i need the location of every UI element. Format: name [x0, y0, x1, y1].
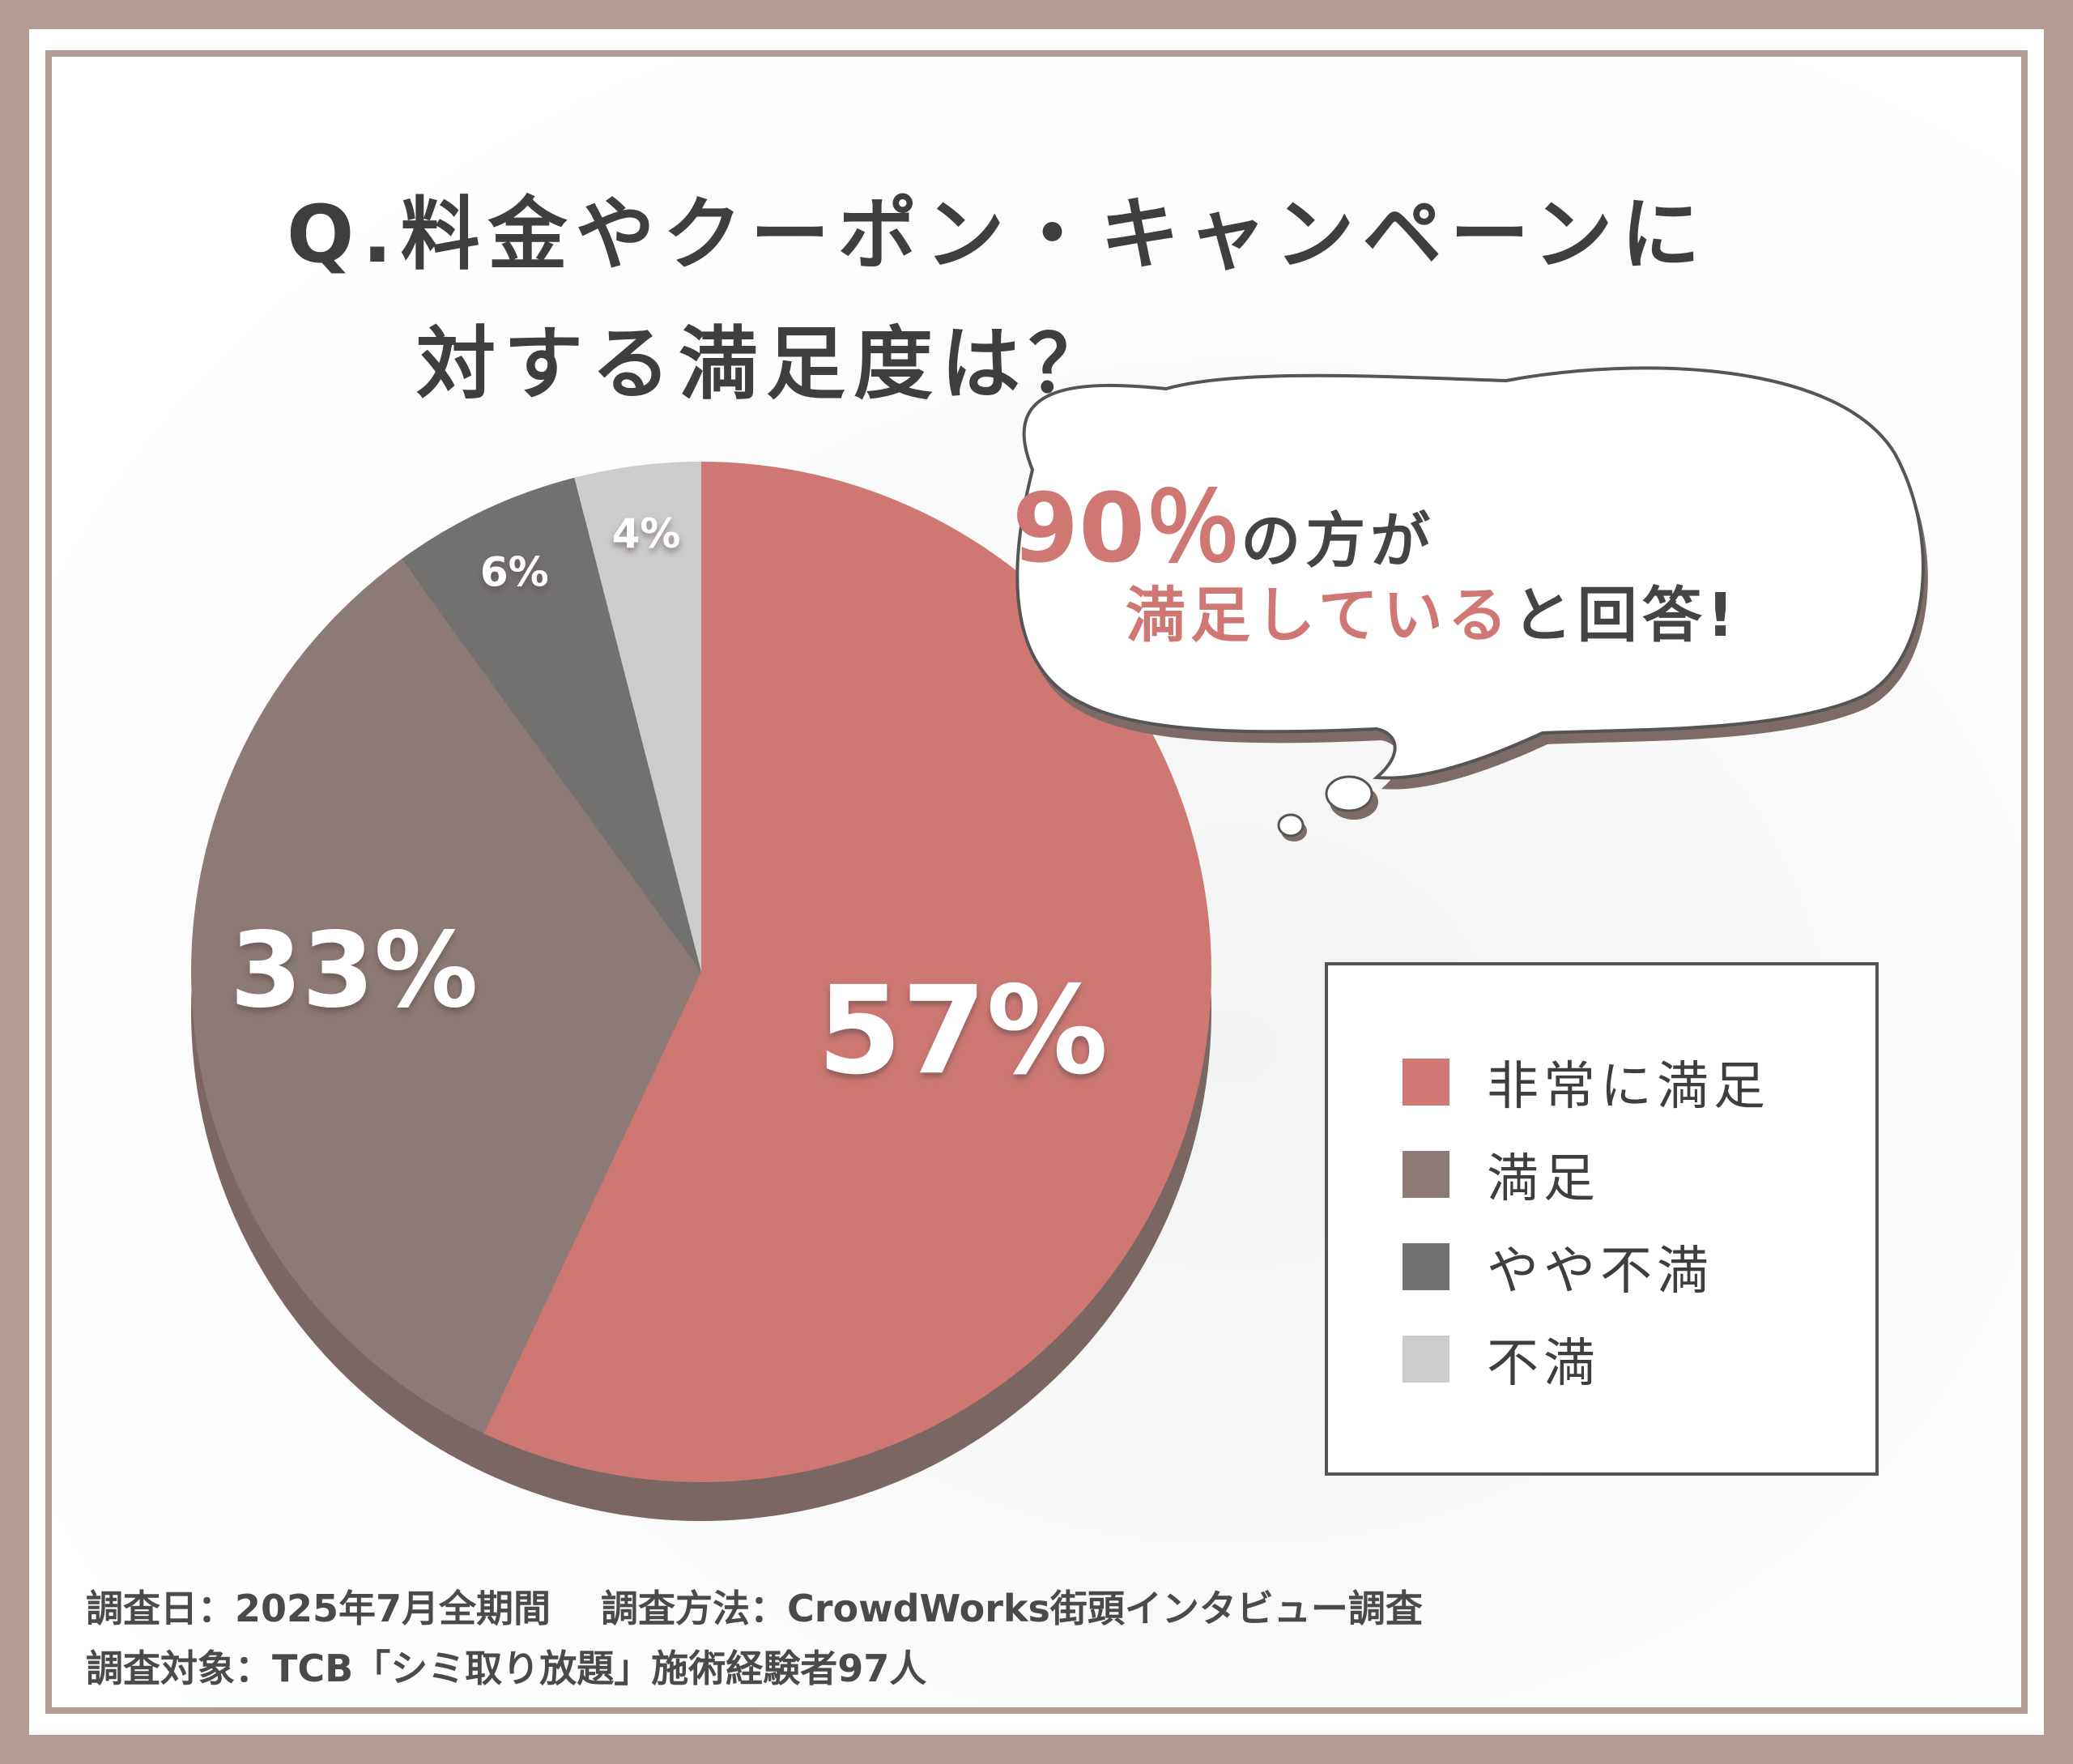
- legend-label: 非常に満足: [1487, 1057, 1770, 1117]
- survey-info-line2: 調査対象：TCB「シミ取り放題」施術経験者97人: [86, 1647, 927, 1690]
- legend-item: 満足: [1403, 1142, 1600, 1209]
- callout-accent-text: 満足している: [1126, 581, 1513, 650]
- legend-label: やや不満: [1487, 1242, 1713, 1302]
- legend-item: 非常に満足: [1403, 1050, 1770, 1117]
- callout-line2: 満足していると回答!: [1126, 567, 1739, 654]
- pie-slices: [190, 462, 1211, 1482]
- legend-item: 不満: [1403, 1327, 1600, 1394]
- page-title-line1: Q.料金やクーポン・キャンペーンに: [287, 189, 1709, 281]
- legend-swatch: [1403, 1059, 1449, 1106]
- thought-bubble: [1015, 366, 1928, 842]
- survey-info-line1: 調査日：2025年7月全期間 調査方法：CrowdWorks街頭インタビュー調査: [86, 1587, 1423, 1630]
- callout-percentage: 90％: [1012, 472, 1241, 584]
- pie-slice-3: [401, 477, 701, 972]
- page-title-line2: 対する満足度は？: [416, 318, 1117, 411]
- chart-legend: 非常に満足 満足 やや不満 不満: [1325, 962, 1879, 1476]
- legend-label: 満足: [1487, 1149, 1600, 1209]
- legend-swatch: [1403, 1336, 1449, 1383]
- callout-line1: 90％の方が: [1012, 450, 1435, 589]
- pie-slice-2: [190, 559, 701, 1434]
- pie-label-4: 4%: [612, 510, 681, 557]
- pie-slice-4: [574, 462, 701, 972]
- pie-slice-1: [483, 462, 1211, 1482]
- legend-swatch: [1403, 1243, 1449, 1290]
- legend-item: やや不満: [1403, 1234, 1713, 1302]
- callout-line2-tail: と回答!: [1512, 581, 1739, 650]
- pie-label-2: 33%: [230, 910, 478, 1031]
- pie-label-3: 6%: [480, 548, 549, 595]
- callout-line1-tail: の方が: [1241, 506, 1436, 576]
- pie-label-1: 57%: [817, 961, 1108, 1101]
- legend-label: 不満: [1487, 1334, 1600, 1394]
- pie-labels: 57% 33% 6% 4%: [230, 510, 1108, 1101]
- legend-swatch: [1403, 1151, 1449, 1198]
